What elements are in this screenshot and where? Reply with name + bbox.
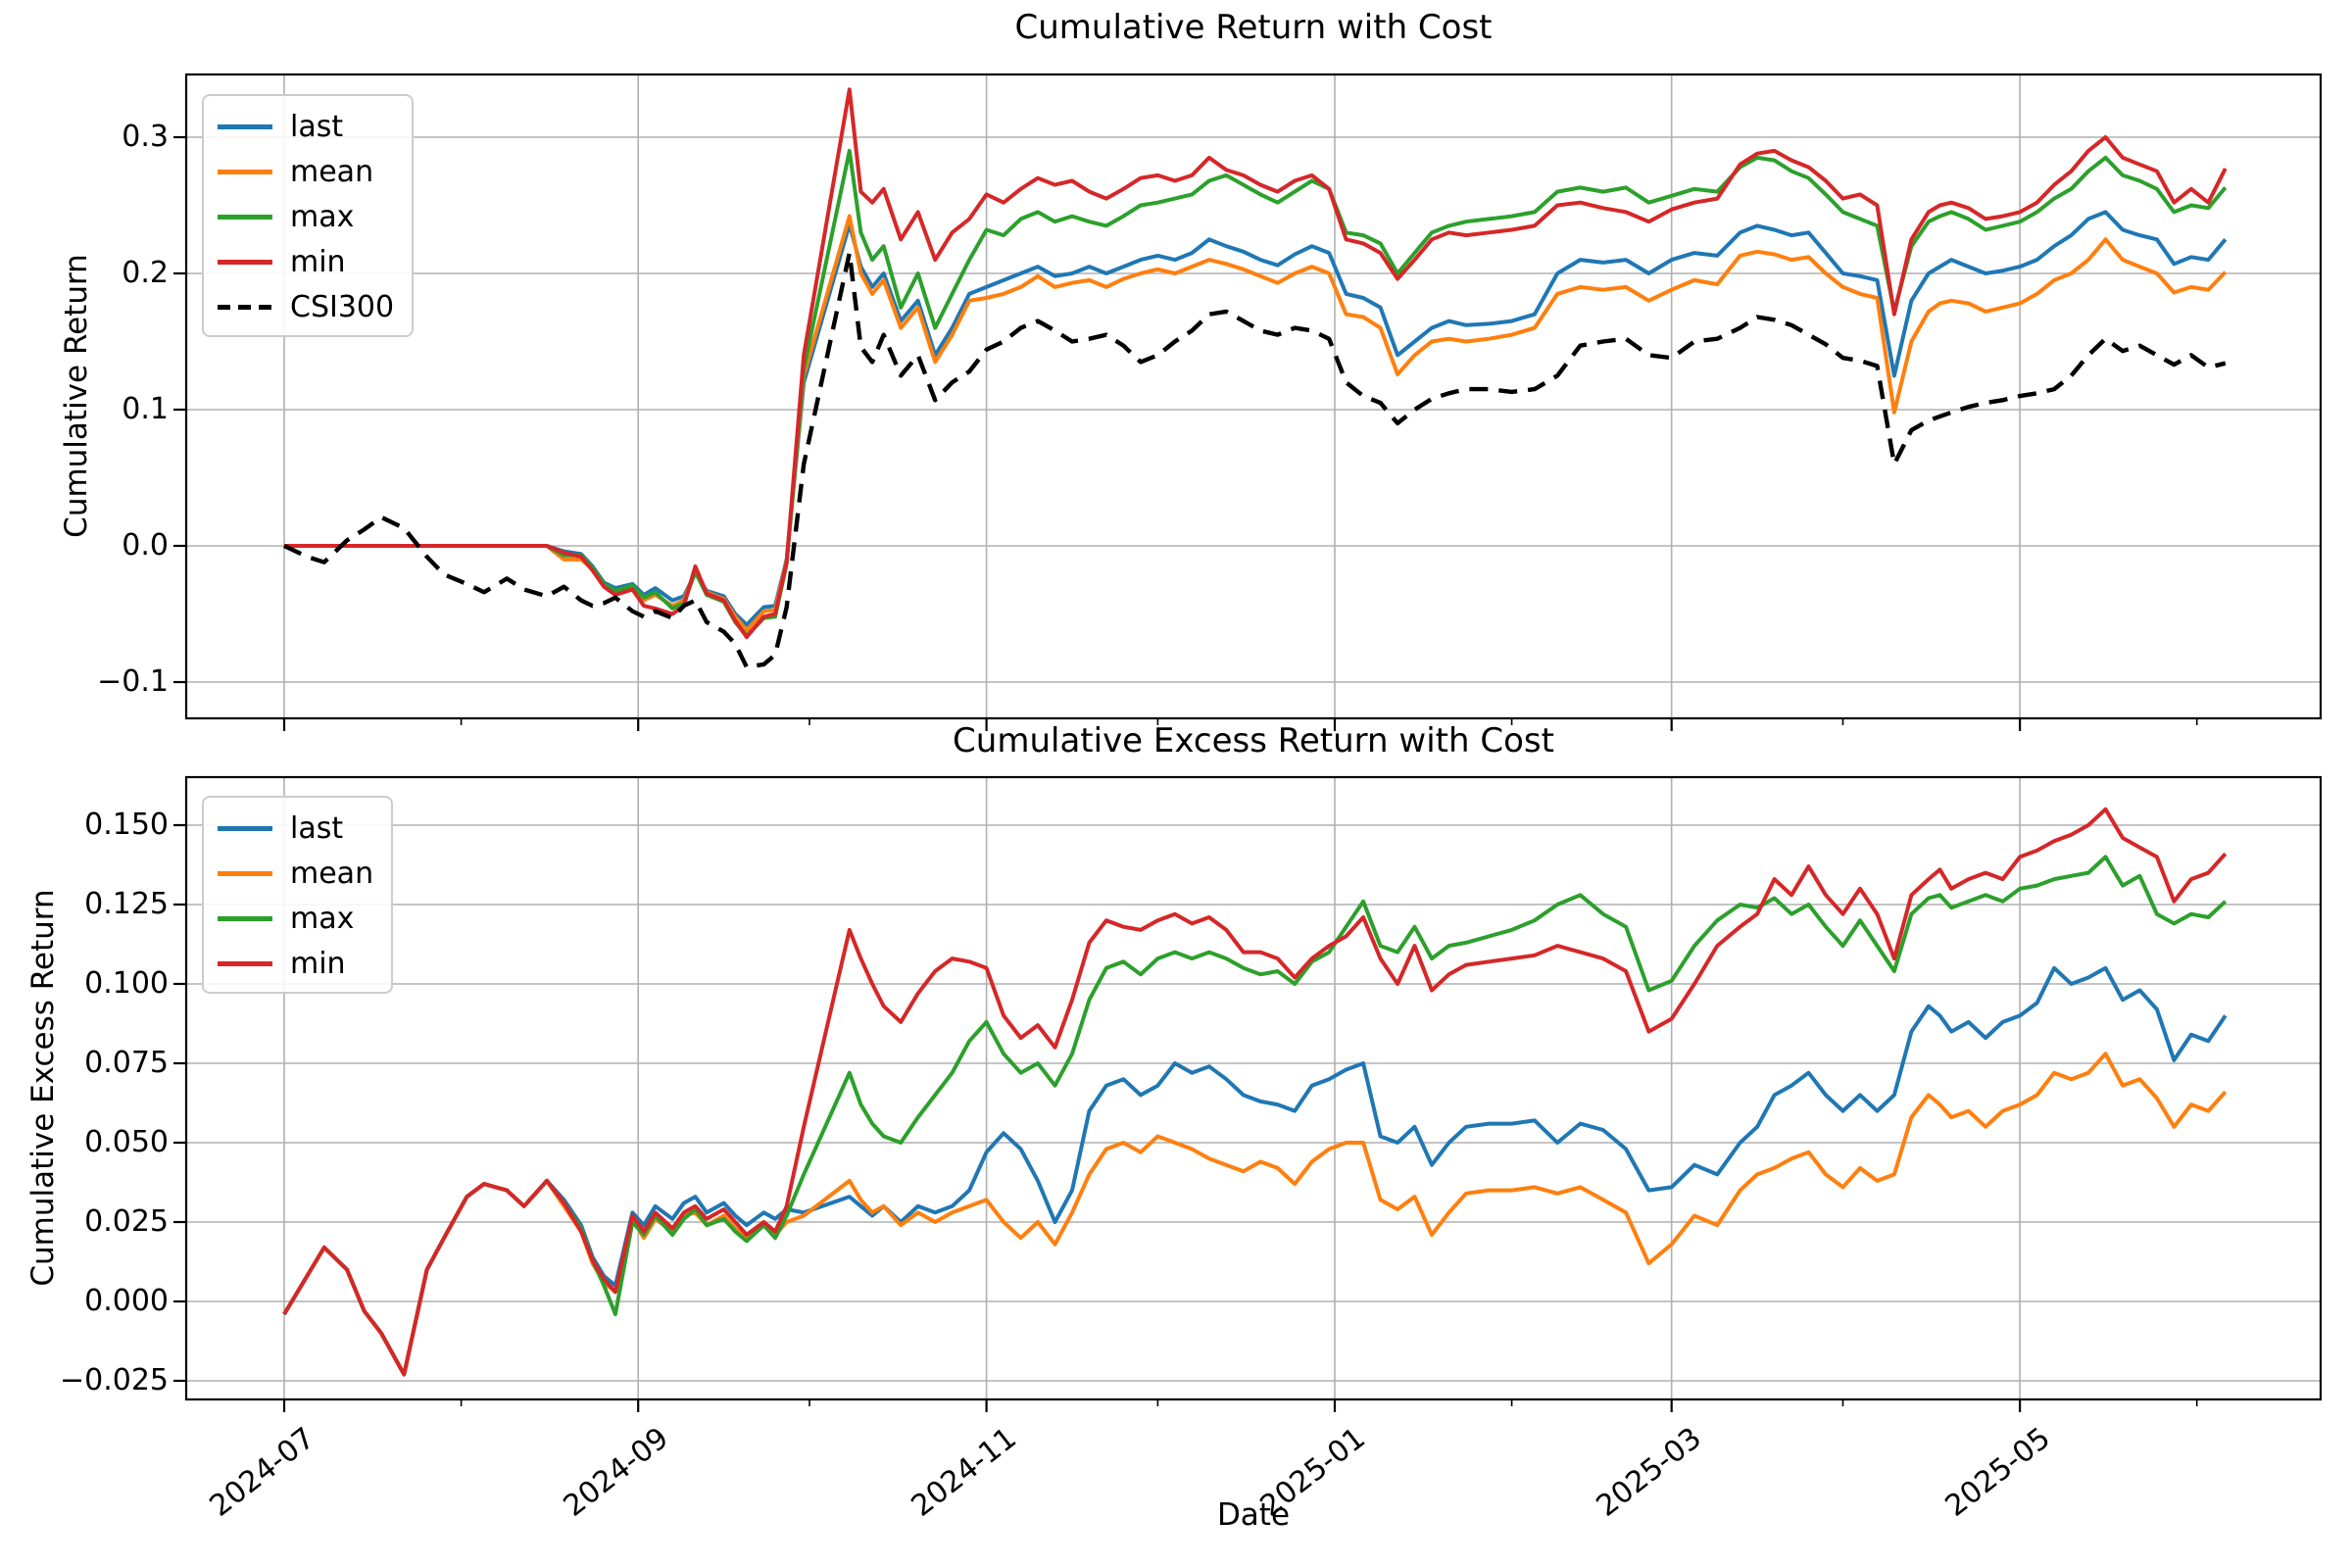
legend-label: min [290,946,346,981]
legend-swatch-min-icon [218,960,272,966]
axes-spines [184,775,2323,1401]
legend-swatch-max-icon [218,915,272,921]
legend-label: mean [290,154,374,189]
legend-item-last: last [218,806,373,851]
legend-swatch-last-icon [218,825,272,831]
y-tick-label: 0.125 [84,887,169,921]
legend-swatch-last-icon [218,123,272,129]
series-line-max [284,148,2228,638]
legend-label: min [290,244,346,279]
series-line-CSI300 [283,250,2227,669]
y-tick-label: 0.025 [84,1204,169,1239]
top-y-axis-label: Cumulative Return [59,254,94,538]
top-legend: last mean max min CSI300 [202,94,415,337]
bottom-legend: last mean max min [202,796,394,994]
y-tick-label: 0.075 [84,1046,169,1080]
legend-label: last [290,109,344,144]
legend-swatch-max-icon [218,214,272,220]
legend-swatch-min-icon [218,259,272,265]
series-line-last [282,965,2228,1377]
y-tick-label: 0.150 [84,808,169,842]
y-tick-label: 0.2 [122,256,169,290]
bottom-chart-title: Cumulative Excess Return with Cost [953,721,1554,760]
y-tick-label: −0.1 [97,664,169,699]
legend-item-mean: mean [218,851,373,896]
legend-swatch-mean-icon [218,870,272,876]
y-tick-label: −0.025 [59,1363,169,1397]
legend-label: last [290,810,344,846]
legend-label: max [290,901,355,936]
x-axis-label: Date [1216,1497,1291,1533]
legend-item-CSI300: CSI300 [218,284,394,329]
series-line-last [284,210,2228,627]
legend-item-mean: mean [218,149,394,194]
y-tick-label: 0.000 [84,1284,169,1318]
y-tick-label: 0.1 [122,392,169,426]
legend-item-last: last [218,104,394,149]
series-line-mean [284,214,2228,633]
top-chart-title: Cumulative Return with Cost [1014,8,1493,47]
series-line-max [282,855,2228,1377]
legend-item-max: max [218,194,394,239]
legend-item-min: min [218,941,373,986]
series-line-min [282,807,2228,1377]
y-tick-label: 0.3 [122,120,169,154]
axes-spines [184,73,2323,720]
bottom-y-axis-label: Cumulative Excess Return [25,889,61,1287]
series-line-min [284,87,2228,640]
legend-item-max: max [218,896,373,941]
legend-swatch-CSI300-icon [218,304,272,310]
legend-item-min: min [218,239,394,284]
legend-label: CSI300 [290,289,395,324]
y-tick-label: 0.050 [84,1125,169,1159]
legend-label: max [290,199,355,234]
y-tick-label: 0.0 [122,528,169,563]
legend-swatch-mean-icon [218,169,272,174]
legend-label: mean [290,856,374,891]
y-tick-label: 0.100 [84,966,169,1001]
